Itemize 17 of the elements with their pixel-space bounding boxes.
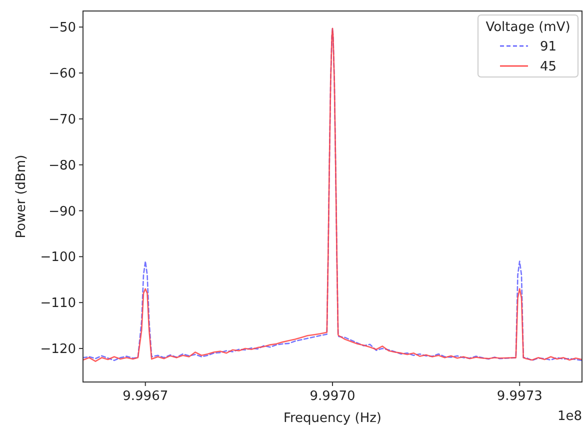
x-tick-label: 9.9967 bbox=[122, 389, 168, 404]
y-axis-title: Power (dBm) bbox=[14, 154, 29, 238]
y-tick-label: −60 bbox=[48, 66, 76, 82]
text: 1e8 bbox=[557, 409, 582, 424]
y-tick-label: −80 bbox=[48, 158, 76, 174]
legend-label: 45 bbox=[540, 60, 557, 75]
y-tick-label: −70 bbox=[48, 112, 76, 128]
legend-label: 91 bbox=[540, 40, 557, 55]
x-tick-label: 9.9970 bbox=[310, 389, 356, 404]
y-tick-label: −120 bbox=[40, 342, 76, 358]
y-tick-label: −110 bbox=[40, 296, 76, 312]
y-tick-label: −100 bbox=[40, 250, 76, 266]
x-tick-label: 9.9973 bbox=[496, 389, 542, 404]
x-axis-title: Frequency (Hz) bbox=[283, 411, 382, 425]
y-tick-label: −50 bbox=[48, 20, 76, 36]
y-tick-label: −90 bbox=[48, 204, 76, 220]
legend-title: Voltage (mV) bbox=[486, 20, 570, 35]
